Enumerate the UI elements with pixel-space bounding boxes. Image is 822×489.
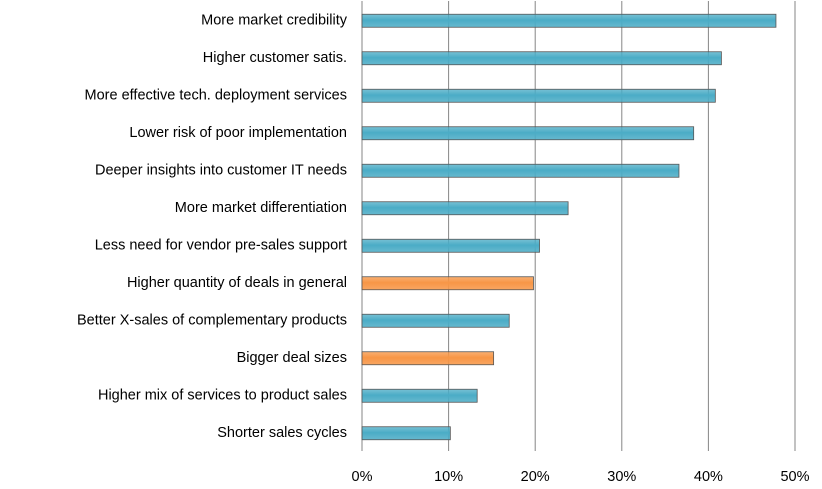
y-tick-label: Lower risk of poor implementation: [129, 125, 347, 141]
x-tick-label: 10%: [434, 469, 463, 485]
x-tick-label: 30%: [607, 469, 636, 485]
y-tick-label: More market credibility: [201, 13, 348, 29]
bar: [361, 201, 569, 216]
y-tick-label: Bigger deal sizes: [237, 350, 347, 366]
x-tick-label: 50%: [780, 469, 809, 485]
bar: [361, 88, 716, 103]
y-tick-label: Deeper insights into customer IT needs: [95, 163, 347, 179]
x-tick-label: 0%: [352, 469, 373, 485]
x-tick-label: 40%: [694, 469, 723, 485]
bar: [361, 388, 478, 403]
bar: [361, 238, 540, 253]
y-tick-label: Better X-sales of complementary products: [77, 313, 347, 329]
y-tick-label: Higher mix of services to product sales: [98, 388, 347, 404]
bar: [361, 163, 680, 178]
y-tick-label: Higher quantity of deals in general: [127, 275, 347, 291]
bar: [361, 313, 510, 328]
bar: [361, 276, 534, 291]
y-tick-label: More effective tech. deployment services: [85, 88, 347, 104]
y-tick-label: Higher customer satis.: [203, 50, 347, 66]
bar: [361, 13, 777, 28]
y-tick-label: Less need for vendor pre-sales support: [95, 238, 347, 254]
bar: [361, 51, 722, 66]
x-tick-label: 20%: [521, 469, 550, 485]
bar: [361, 426, 451, 441]
y-tick-label: Shorter sales cycles: [217, 425, 347, 441]
bar: [361, 351, 495, 366]
y-tick-label: More market differentiation: [175, 200, 347, 216]
bar: [361, 126, 695, 141]
